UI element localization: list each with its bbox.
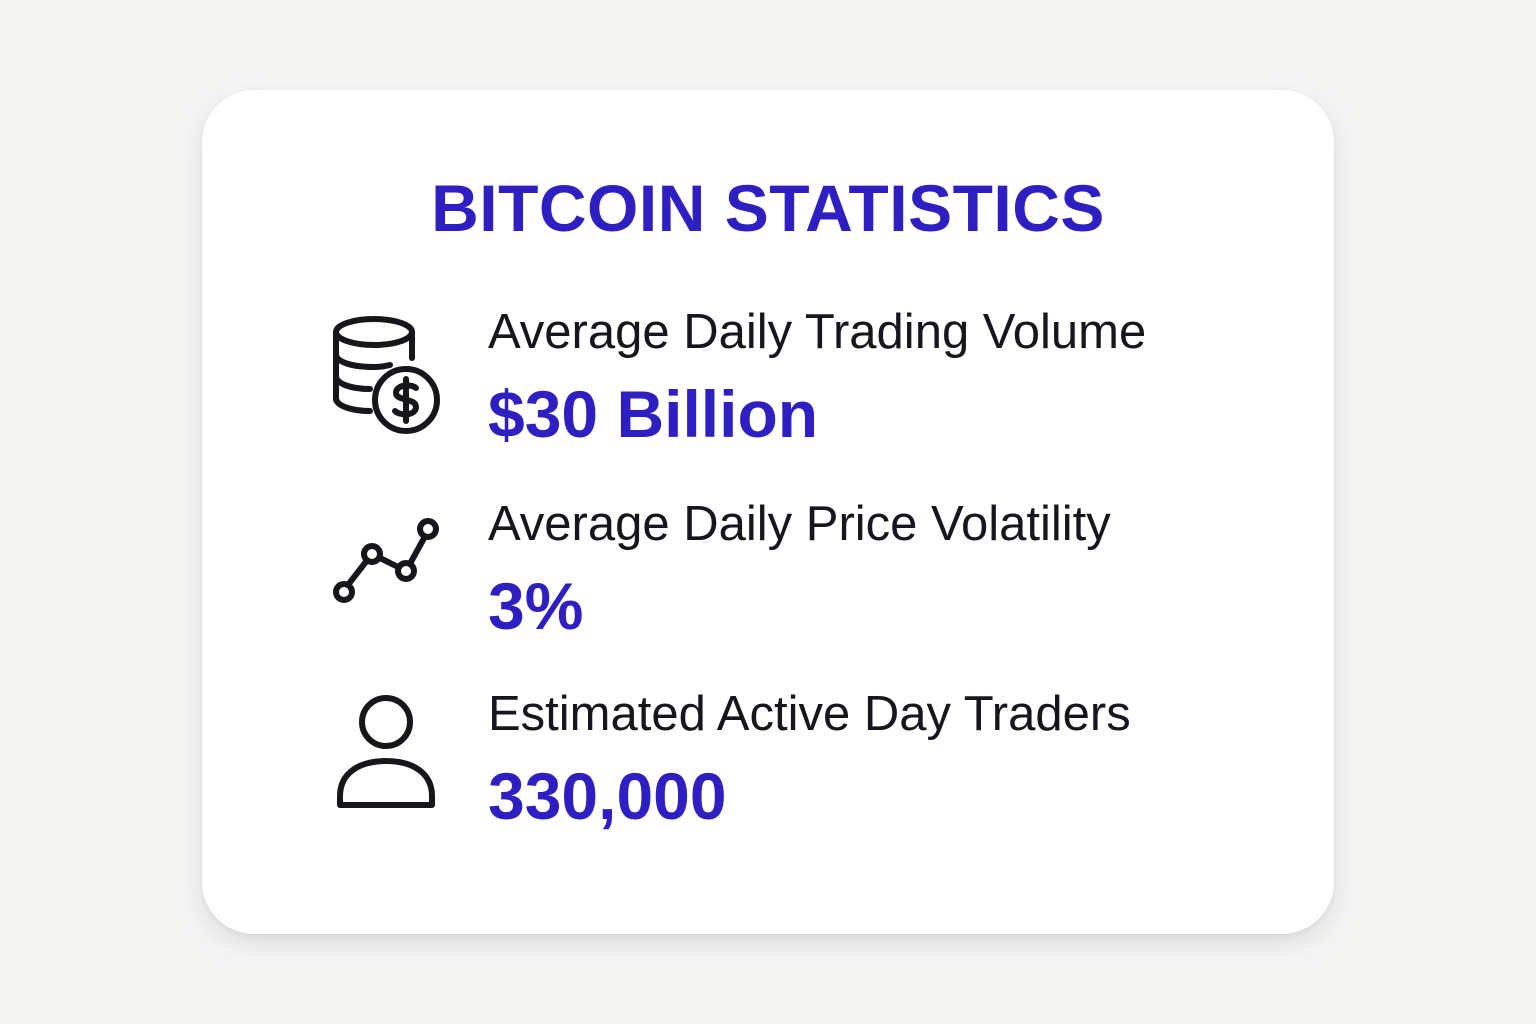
card-title: BITCOIN STATISTICS [431,171,1105,245]
stats-card [202,90,1334,934]
stat-label-trading-volume: Average Daily Trading Volume [488,305,1147,359]
coins-dollar-icon [330,312,442,436]
person-icon [330,692,442,816]
stat-label-active-traders: Estimated Active Day Traders [488,687,1131,741]
stat-value-active-traders: 330,000 [488,759,727,833]
stat-value-price-volatility: 3% [488,569,584,643]
stat-label-price-volatility: Average Daily Price Volatility [488,497,1111,551]
trend-line-icon [330,514,442,638]
stat-value-trading-volume: $30 Billion [488,377,819,451]
